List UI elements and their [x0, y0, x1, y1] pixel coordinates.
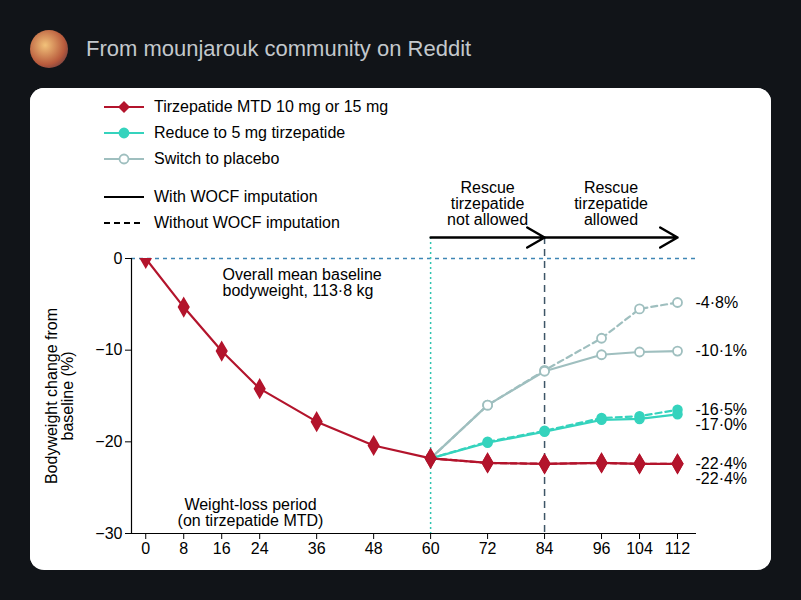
html-text:Without WOCF imputation: Without WOCF imputation — [154, 214, 340, 231]
svg-text:Rescuetirzepatideallowed: Rescuetirzepatideallowed — [574, 179, 648, 228]
svg-text:-22·4%: -22·4% — [695, 455, 748, 472]
svg-text:60: 60 — [422, 540, 440, 557]
svg-text:112: 112 — [665, 540, 691, 557]
svg-text:104: 104 — [626, 540, 653, 557]
html-text:From mounjarouk community on R: From mounjarouk community on Reddit — [86, 36, 472, 61]
svg-text:16: 16 — [213, 540, 231, 557]
svg-text:0: 0 — [114, 250, 123, 267]
svg-text:84: 84 — [536, 540, 554, 557]
svg-text:Weight-loss period(on tirzepat: Weight-loss period(on tirzepatide MTD) — [178, 496, 324, 529]
svg-text:-16·5%: -16·5% — [695, 400, 748, 418]
svg-text:Overall mean baselinebodyweigh: Overall mean baselinebodyweight, 113·8 k… — [223, 266, 382, 299]
svg-text:48: 48 — [365, 540, 383, 557]
svg-text:-4·8%: -4·8% — [696, 294, 739, 311]
svg-text:-17·0%: -17·0% — [696, 416, 748, 433]
svg-text:Bodyweight change frombaseline: Bodyweight change frombaseline (%) — [43, 308, 76, 484]
svg-text:−20: −20 — [95, 433, 122, 450]
svg-text:24: 24 — [251, 540, 269, 557]
svg-text:-22·4%: -22·4% — [696, 470, 748, 487]
svg-text:96: 96 — [593, 540, 611, 557]
svg-text:−30: −30 — [95, 525, 122, 542]
html-text:Switch to placebo: Switch to placebo — [154, 150, 280, 167]
svg-text:0: 0 — [141, 540, 150, 557]
html-text:Reduce to 5 mg tirzepatide: Reduce to 5 mg tirzepatide — [154, 124, 346, 141]
svg-text:36: 36 — [308, 540, 326, 557]
svg-text:72: 72 — [479, 540, 497, 557]
svg-text:−10: −10 — [95, 341, 122, 358]
svg-text:8: 8 — [179, 540, 188, 557]
html-text:With WOCF imputation: With WOCF imputation — [154, 188, 318, 205]
html-text:Tirzepatide MTD 10 mg or 15 mg: Tirzepatide MTD 10 mg or 15 mg — [154, 98, 389, 115]
svg-text:Rescuetirzepatidenot allowed: Rescuetirzepatidenot allowed — [447, 179, 528, 228]
svg-text:-10·1%: -10·1% — [696, 342, 748, 359]
